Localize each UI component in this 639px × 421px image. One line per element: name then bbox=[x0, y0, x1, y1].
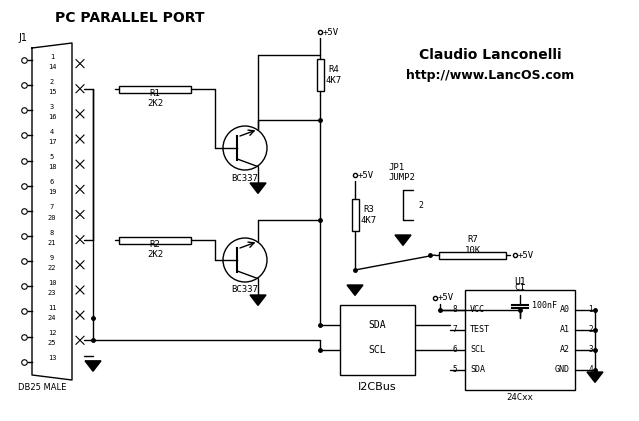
Text: U1: U1 bbox=[514, 277, 526, 287]
Text: 2: 2 bbox=[418, 200, 423, 210]
Bar bbox=[119, 237, 191, 244]
Polygon shape bbox=[347, 285, 363, 296]
Text: 11: 11 bbox=[48, 305, 56, 311]
Polygon shape bbox=[250, 183, 266, 193]
Text: 16: 16 bbox=[48, 114, 56, 120]
Text: 22: 22 bbox=[48, 265, 56, 271]
Text: A0: A0 bbox=[560, 306, 570, 314]
Text: R7
10K: R7 10K bbox=[465, 235, 481, 255]
Bar bbox=[465, 290, 575, 390]
Text: 24Cxx: 24Cxx bbox=[507, 394, 534, 402]
Text: 1: 1 bbox=[50, 53, 54, 59]
Text: 2: 2 bbox=[50, 79, 54, 85]
Text: +5V: +5V bbox=[518, 250, 534, 259]
Text: 3: 3 bbox=[589, 346, 593, 354]
Text: J1: J1 bbox=[18, 33, 27, 43]
Text: TEST: TEST bbox=[470, 325, 490, 335]
Bar bbox=[119, 86, 191, 93]
Text: 4: 4 bbox=[589, 365, 593, 375]
Text: 8: 8 bbox=[50, 229, 54, 236]
Text: SDA: SDA bbox=[470, 365, 485, 375]
Text: +5V: +5V bbox=[323, 27, 339, 37]
Bar bbox=[340, 305, 415, 375]
Text: 13: 13 bbox=[48, 355, 56, 361]
Text: 10: 10 bbox=[48, 280, 56, 286]
Text: +5V: +5V bbox=[358, 171, 374, 179]
Text: 5: 5 bbox=[452, 365, 457, 375]
Text: JP1: JP1 bbox=[388, 163, 404, 171]
Text: SCL: SCL bbox=[470, 346, 485, 354]
Text: 19: 19 bbox=[48, 189, 56, 195]
Text: I2CBus: I2CBus bbox=[358, 382, 396, 392]
Polygon shape bbox=[587, 372, 603, 382]
Text: +5V: +5V bbox=[438, 293, 454, 303]
Polygon shape bbox=[85, 361, 101, 371]
Text: Claudio Lanconelli: Claudio Lanconelli bbox=[419, 48, 561, 62]
Text: 24: 24 bbox=[48, 315, 56, 321]
Text: 25: 25 bbox=[48, 340, 56, 346]
Text: SDA: SDA bbox=[368, 320, 386, 330]
Text: 14: 14 bbox=[48, 64, 56, 69]
Text: R1
2K2: R1 2K2 bbox=[147, 89, 163, 109]
Text: 6: 6 bbox=[452, 346, 457, 354]
Text: 6: 6 bbox=[50, 179, 54, 185]
Text: 2: 2 bbox=[589, 325, 593, 335]
Text: SCL: SCL bbox=[368, 345, 386, 355]
Text: 9: 9 bbox=[50, 255, 54, 261]
Text: BC337: BC337 bbox=[231, 285, 258, 295]
Text: 23: 23 bbox=[48, 290, 56, 296]
Text: A1: A1 bbox=[560, 325, 570, 335]
Bar bbox=[317, 59, 324, 91]
Text: 7: 7 bbox=[50, 205, 54, 210]
Polygon shape bbox=[395, 235, 411, 245]
Bar bbox=[352, 199, 359, 231]
Text: BC337: BC337 bbox=[231, 173, 258, 182]
Text: R3
4K7: R3 4K7 bbox=[361, 205, 377, 225]
Polygon shape bbox=[32, 43, 72, 380]
Text: R2
2K2: R2 2K2 bbox=[147, 240, 163, 259]
Text: 20: 20 bbox=[48, 215, 56, 221]
Text: 21: 21 bbox=[48, 240, 56, 246]
Text: 8: 8 bbox=[452, 306, 457, 314]
Text: 18: 18 bbox=[48, 164, 56, 170]
Text: DB25 MALE: DB25 MALE bbox=[18, 383, 66, 392]
Text: 12: 12 bbox=[48, 330, 56, 336]
Text: R4
4K7: R4 4K7 bbox=[326, 65, 342, 85]
Text: PC PARALLEL PORT: PC PARALLEL PORT bbox=[55, 11, 204, 25]
Text: 1: 1 bbox=[589, 306, 593, 314]
Text: GND: GND bbox=[555, 365, 570, 375]
Text: 5: 5 bbox=[50, 154, 54, 160]
Text: 15: 15 bbox=[48, 89, 56, 95]
Bar bbox=[439, 252, 506, 259]
Text: VCC: VCC bbox=[470, 306, 485, 314]
Text: 17: 17 bbox=[48, 139, 56, 145]
Text: JUMP2: JUMP2 bbox=[388, 173, 415, 181]
Text: A2: A2 bbox=[560, 346, 570, 354]
Text: 3: 3 bbox=[50, 104, 54, 110]
Text: 7: 7 bbox=[452, 325, 457, 335]
Text: http://www.LancOS.com: http://www.LancOS.com bbox=[406, 69, 574, 82]
Text: 4: 4 bbox=[50, 129, 54, 135]
Text: C1: C1 bbox=[514, 283, 525, 293]
Text: 100nF: 100nF bbox=[532, 301, 557, 311]
Polygon shape bbox=[250, 295, 266, 305]
